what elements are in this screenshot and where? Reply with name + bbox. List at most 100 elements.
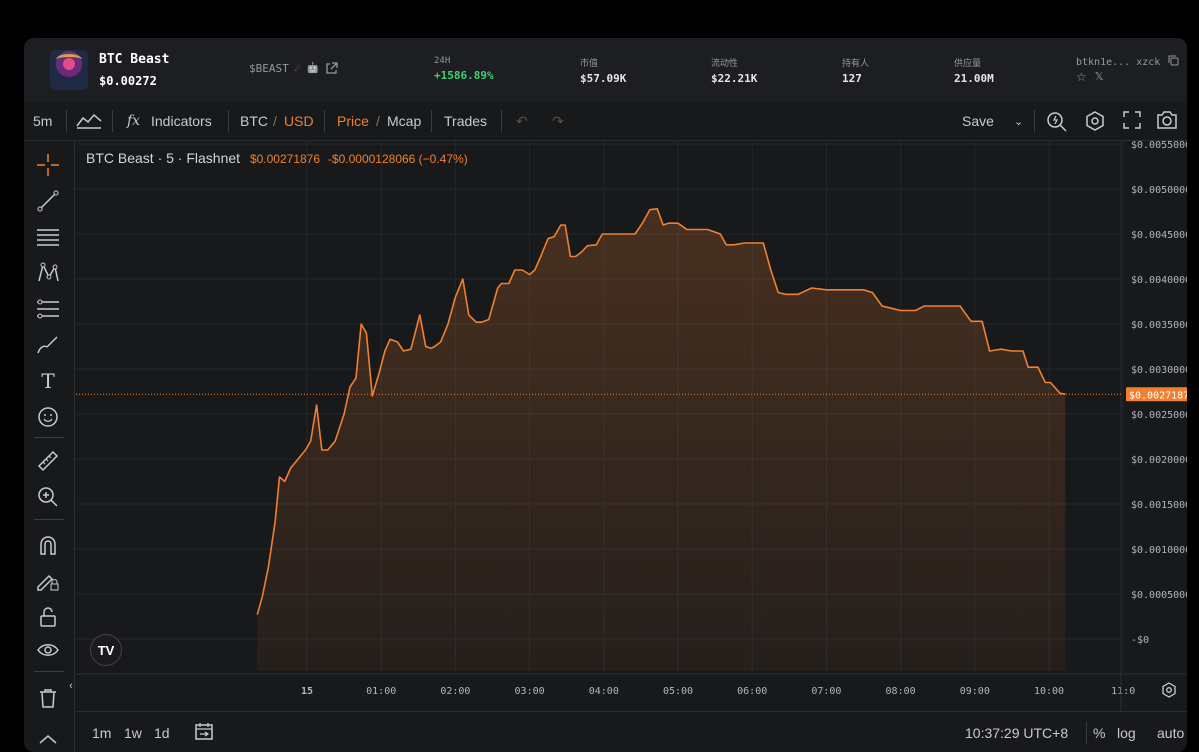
series-area-fill	[257, 208, 1066, 672]
quick-search-icon[interactable]	[1046, 110, 1068, 135]
y-tick-label: -$0	[1131, 635, 1149, 646]
axis-settings-icon[interactable]	[1162, 682, 1176, 698]
more-tools-chevron-icon[interactable]	[35, 726, 61, 752]
toolbar-divider	[112, 110, 113, 132]
y-tick-label: $0.00050000	[1131, 590, 1187, 601]
base-currency-button[interactable]: BTC	[240, 113, 268, 129]
magnet-icon[interactable]	[35, 532, 61, 558]
stat-holders: 持有人 127	[842, 56, 869, 85]
stat-supply: 供应量 21.00M	[954, 56, 994, 85]
clock-readout[interactable]: 10:37:29 UTC+8	[965, 725, 1069, 741]
save-menu-chevron-icon[interactable]: ⌄	[1014, 116, 1024, 128]
x-tick-label: 02:00	[440, 686, 470, 697]
star-icon[interactable]: ☆	[1076, 70, 1087, 84]
ticker-emoji: ☄ 🤖	[294, 63, 320, 74]
y-tick-label: $0.00250000	[1131, 410, 1187, 421]
x-tick-label: 03:00	[515, 686, 545, 697]
y-tick-label: $0.00450000	[1131, 230, 1187, 241]
token-header: BTC Beast $0.00272 $BEAST ☄ 🤖 24H +1586.…	[24, 38, 1187, 102]
y-tick-label: $0.00150000	[1131, 500, 1187, 511]
bottom-bar: 1m 1w 1d 10:37:29 UTC+8 % log auto	[76, 711, 1187, 752]
pattern-icon[interactable]	[35, 260, 61, 286]
range-1w-button[interactable]: 1w	[124, 725, 142, 741]
tradingview-logo[interactable]: TV	[90, 634, 122, 666]
collapse-chevron-icon[interactable]: ‹	[69, 680, 73, 692]
stat-value: $57.09K	[580, 72, 627, 85]
auto-toggle[interactable]: auto	[1157, 725, 1185, 741]
stat-value: $22.21K	[711, 72, 758, 85]
stat-label: 供应量	[954, 59, 982, 69]
token-avatar	[50, 50, 88, 90]
y-tick-label: $0.00350000	[1131, 320, 1187, 331]
camera-icon[interactable]	[1156, 110, 1178, 133]
currency-separator: /	[273, 113, 277, 129]
chart-canvas[interactable]: $0.00550000 $0.00500000 $0.00450000 $0.0040…	[76, 140, 1187, 711]
toolbar-divider	[1034, 110, 1035, 132]
stat-value: +1586.89%	[434, 69, 494, 82]
x-tick-label: 07:00	[811, 686, 841, 697]
y-tick-label: $0.00300000	[1131, 365, 1187, 376]
x-tick-label: 05:00	[663, 686, 693, 697]
date-range-icon[interactable]	[194, 721, 214, 744]
tool-divider	[34, 519, 64, 520]
address-text: btkn1e... xzck	[1076, 57, 1161, 68]
x-tick-label: 01:00	[366, 686, 396, 697]
token-ticker: $BEAST	[249, 62, 289, 75]
price-mcap-separator: /	[376, 113, 380, 129]
ruler-icon[interactable]	[35, 448, 61, 474]
undo-icon[interactable]: ↶	[516, 113, 528, 129]
percent-toggle[interactable]: %	[1093, 725, 1106, 741]
crosshair-icon[interactable]	[35, 152, 61, 178]
settings-icon[interactable]	[1084, 110, 1106, 135]
text-tool-icon[interactable]: T	[41, 369, 55, 393]
log-toggle[interactable]: log	[1117, 725, 1136, 741]
x-tick-label: 04:00	[589, 686, 619, 697]
chart-type-icon[interactable]	[76, 111, 102, 132]
zoom-in-icon[interactable]	[35, 484, 61, 510]
stat-value: 21.00M	[954, 72, 994, 85]
redo-icon[interactable]: ↷	[552, 113, 564, 129]
interval-button[interactable]: 5m	[33, 113, 53, 129]
stat-label: 流动性	[711, 59, 739, 69]
legend-last-price: $0.00271876	[249, 152, 321, 166]
toolbar-divider	[228, 110, 229, 132]
projection-icon[interactable]	[35, 296, 61, 322]
drawing-toolbar: T ‹	[24, 141, 75, 752]
token-address: btkn1e... xzck	[1076, 55, 1179, 69]
trades-button[interactable]: Trades	[444, 113, 488, 129]
price-toggle[interactable]: Price	[337, 113, 369, 129]
emoji-icon[interactable]	[35, 404, 61, 430]
indicators-icon[interactable]: fx	[127, 113, 141, 129]
range-1m-button[interactable]: 1m	[92, 725, 112, 741]
mcap-toggle[interactable]: Mcap	[387, 113, 422, 129]
save-button[interactable]: Save	[962, 113, 994, 129]
copy-icon[interactable]	[1168, 55, 1179, 69]
fullscreen-icon[interactable]	[1122, 110, 1142, 133]
indicators-button[interactable]: Indicators	[151, 113, 212, 129]
legend-change: -$0.0000128066 (−0.47%)	[327, 152, 468, 166]
stat-24h: 24H +1586.89%	[434, 56, 494, 82]
unlock-icon[interactable]	[35, 604, 61, 630]
toolbar-divider	[66, 110, 67, 132]
y-tick-label: $0.00100000	[1131, 545, 1187, 556]
trash-icon[interactable]	[35, 685, 61, 711]
stat-liquidity: 流动性 $22.21K	[711, 56, 757, 85]
lock-drawing-icon[interactable]	[35, 568, 61, 594]
price-chart[interactable]: $0.00550000 $0.00500000 $0.00450000 $0.0040…	[76, 140, 1187, 711]
x-tick-label: 06:00	[737, 686, 767, 697]
eye-icon[interactable]	[35, 638, 61, 664]
brush-icon[interactable]	[35, 332, 61, 358]
quote-currency-button[interactable]: USD	[284, 113, 314, 129]
token-ticker-group: $BEAST ☄ 🤖	[249, 62, 338, 75]
x-tick-label: 15	[301, 686, 313, 697]
range-1d-button[interactable]: 1d	[154, 725, 170, 741]
stat-market-cap: 市值 $57.09K	[580, 56, 626, 85]
stat-label: 24H	[434, 56, 451, 66]
x-icon[interactable]: 𝕏	[1094, 71, 1104, 83]
trend-line-icon[interactable]	[35, 188, 61, 214]
toolbar-divider	[324, 110, 325, 132]
x-tick-label: 09:00	[960, 686, 990, 697]
tool-divider	[34, 437, 64, 438]
fib-retracement-icon[interactable]	[35, 224, 61, 250]
external-link-icon[interactable]	[325, 62, 338, 75]
